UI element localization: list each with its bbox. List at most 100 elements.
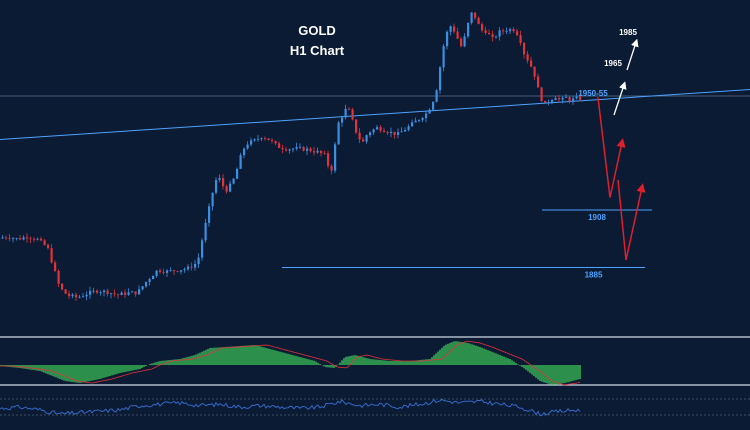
candle	[341, 115, 344, 127]
candle	[404, 127, 407, 132]
candle	[547, 99, 550, 106]
candle	[383, 127, 386, 133]
candle	[418, 119, 421, 123]
candle	[57, 269, 60, 288]
candle-body	[544, 100, 547, 103]
candle	[558, 94, 561, 103]
candle	[138, 285, 141, 295]
candle	[309, 146, 312, 153]
candle	[134, 291, 137, 297]
candle-body	[302, 146, 305, 151]
candle-body	[169, 270, 172, 271]
support-label-1908: 1908	[588, 213, 606, 222]
candle-body	[383, 130, 386, 133]
candle-body	[120, 292, 123, 296]
candle	[306, 145, 309, 156]
candle	[292, 147, 295, 153]
candle-body	[197, 257, 200, 265]
candle-body	[99, 292, 102, 293]
candle-body	[477, 17, 480, 25]
candle-body	[124, 292, 127, 295]
candle-body	[449, 26, 452, 32]
candle-body	[155, 270, 158, 276]
candle-body	[397, 132, 400, 135]
candle	[477, 16, 480, 25]
candle	[428, 108, 431, 114]
candle	[71, 293, 74, 299]
candle	[533, 66, 536, 80]
candle-body	[138, 289, 141, 295]
candle-body	[421, 118, 424, 120]
candle-body	[236, 168, 239, 179]
candle-body	[547, 102, 550, 103]
candle	[435, 88, 438, 103]
candle-body	[180, 270, 183, 272]
candle-body	[43, 240, 46, 245]
candle-body	[1, 237, 4, 239]
candle-body	[407, 126, 410, 131]
candle	[327, 150, 330, 169]
candle-body	[201, 240, 204, 258]
candle	[253, 138, 256, 142]
candle-body	[509, 29, 512, 32]
candle-body	[75, 294, 78, 298]
candle	[414, 117, 417, 123]
candle-body	[484, 30, 487, 33]
candle-body	[288, 149, 291, 151]
candle-body	[127, 292, 130, 295]
candle	[232, 178, 235, 185]
candle-body	[411, 122, 414, 127]
candle-body	[292, 148, 295, 150]
candle-body	[264, 138, 267, 140]
candle-body	[162, 271, 165, 273]
candle	[50, 243, 53, 264]
candle	[376, 124, 379, 130]
candle-body	[33, 238, 36, 240]
candle	[5, 235, 8, 241]
candle	[1, 235, 4, 240]
candle	[264, 136, 267, 141]
candle-body	[85, 294, 88, 297]
projection-arrow-1	[597, 97, 626, 198]
candle	[155, 270, 158, 278]
candle	[299, 143, 302, 149]
candle-body	[481, 24, 484, 31]
candle	[225, 184, 228, 194]
candle-body	[222, 177, 225, 187]
candle	[29, 236, 32, 244]
candle-body	[12, 238, 15, 240]
candle-body	[568, 97, 571, 102]
candle	[495, 35, 498, 39]
candle	[316, 147, 319, 154]
candle	[43, 238, 46, 246]
candle	[334, 141, 337, 174]
candle	[187, 264, 190, 272]
candle-body	[15, 238, 18, 239]
candle-body	[376, 127, 379, 130]
candle	[544, 100, 547, 103]
candle-body	[110, 293, 113, 295]
candle	[159, 268, 162, 274]
candle	[519, 30, 522, 46]
candle-body	[575, 96, 578, 99]
candle	[92, 287, 95, 294]
candle	[89, 286, 92, 299]
oscillator-line	[0, 398, 581, 417]
candle-body	[22, 237, 25, 240]
candle-body	[117, 294, 120, 296]
candle	[64, 288, 67, 294]
candle	[474, 12, 477, 20]
candle-body	[113, 293, 116, 295]
candle	[386, 130, 389, 136]
candle-body	[246, 144, 249, 149]
candle	[201, 238, 204, 261]
candle-body	[89, 290, 92, 295]
candle-body	[523, 42, 526, 55]
candle	[78, 294, 81, 299]
candle-body	[257, 138, 260, 140]
candle	[162, 268, 165, 275]
candle	[40, 236, 43, 242]
candle	[372, 128, 375, 136]
candle-body	[92, 290, 95, 292]
